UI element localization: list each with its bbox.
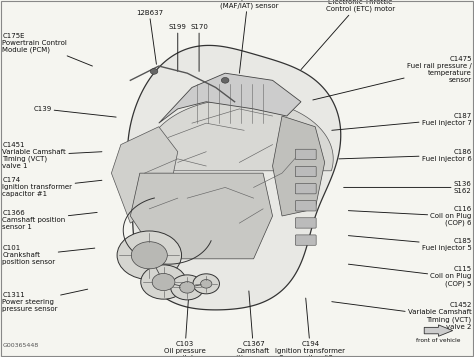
Polygon shape: [128, 45, 341, 310]
Circle shape: [152, 273, 175, 291]
Circle shape: [117, 231, 182, 280]
Text: C187
Fuel injector 7: C187 Fuel injector 7: [332, 113, 472, 130]
FancyBboxPatch shape: [295, 166, 316, 177]
FancyBboxPatch shape: [295, 218, 316, 228]
Text: S170: S170: [190, 24, 208, 71]
Circle shape: [171, 275, 204, 300]
Text: C186
Fuel injector 6: C186 Fuel injector 6: [339, 149, 472, 162]
Circle shape: [180, 282, 195, 293]
FancyBboxPatch shape: [295, 149, 316, 160]
Text: C116
Coil on Plug
(COP) 6: C116 Coil on Plug (COP) 6: [348, 206, 472, 226]
Text: C174
Ignition transformer
capacitor #1: C174 Ignition transformer capacitor #1: [2, 177, 102, 197]
FancyBboxPatch shape: [295, 201, 316, 211]
Polygon shape: [273, 116, 325, 216]
FancyBboxPatch shape: [295, 183, 316, 194]
Circle shape: [141, 265, 186, 299]
Text: G00365448: G00365448: [2, 343, 38, 348]
Circle shape: [131, 242, 167, 269]
Text: C1368
Electronic Throttle
Control (ETC) motor: C1368 Electronic Throttle Control (ETC) …: [301, 0, 395, 70]
Polygon shape: [111, 127, 178, 223]
Text: C1367
Camshaft
position sensor 2: C1367 Camshaft position sensor 2: [224, 291, 283, 357]
Text: front of vehicle: front of vehicle: [416, 338, 461, 343]
Polygon shape: [424, 325, 453, 336]
Text: S136
S162: S136 S162: [344, 181, 472, 194]
Text: C139: C139: [33, 106, 116, 117]
Text: S199: S199: [169, 24, 187, 71]
Text: 12B637: 12B637: [136, 10, 163, 64]
Text: C1452
Variable Camshaft
Timing (VCT)
valve 2: C1452 Variable Camshaft Timing (VCT) val…: [332, 302, 472, 330]
Text: C115
Coil on Plug
(COP) 5: C115 Coil on Plug (COP) 5: [348, 264, 472, 287]
Text: C175E
Powertrain Control
Module (PCM): C175E Powertrain Control Module (PCM): [2, 32, 92, 66]
Text: C103
Oil pressure
switch: C103 Oil pressure switch: [164, 282, 206, 357]
Text: C101
Crankshaft
position sensor: C101 Crankshaft position sensor: [2, 245, 95, 265]
Circle shape: [201, 280, 212, 288]
Text: C185
Fuel injector 5: C185 Fuel injector 5: [348, 236, 472, 251]
Text: C194
Ignition transformer
capacitor #2: C194 Ignition transformer capacitor #2: [275, 298, 346, 357]
Circle shape: [193, 274, 219, 294]
Circle shape: [150, 69, 158, 74]
Circle shape: [221, 77, 229, 83]
Polygon shape: [159, 73, 301, 123]
Text: C1366
Camshaft position
sensor 1: C1366 Camshaft position sensor 1: [2, 210, 97, 230]
Text: C1475
Fuel rail pressure /
temperature
sensor: C1475 Fuel rail pressure / temperature s…: [313, 56, 472, 100]
Text: C1451
Variable Camshaft
Timing (VCT)
valve 1: C1451 Variable Camshaft Timing (VCT) val…: [2, 141, 102, 169]
Text: C1454
Mass Air Flow/
Intake Air
Temperature
(MAF/IAT) sensor: C1454 Mass Air Flow/ Intake Air Temperat…: [219, 0, 278, 73]
Text: C1311
Power steering
pressure sensor: C1311 Power steering pressure sensor: [2, 289, 88, 312]
Polygon shape: [146, 99, 333, 171]
FancyBboxPatch shape: [295, 235, 316, 245]
Polygon shape: [130, 173, 273, 259]
